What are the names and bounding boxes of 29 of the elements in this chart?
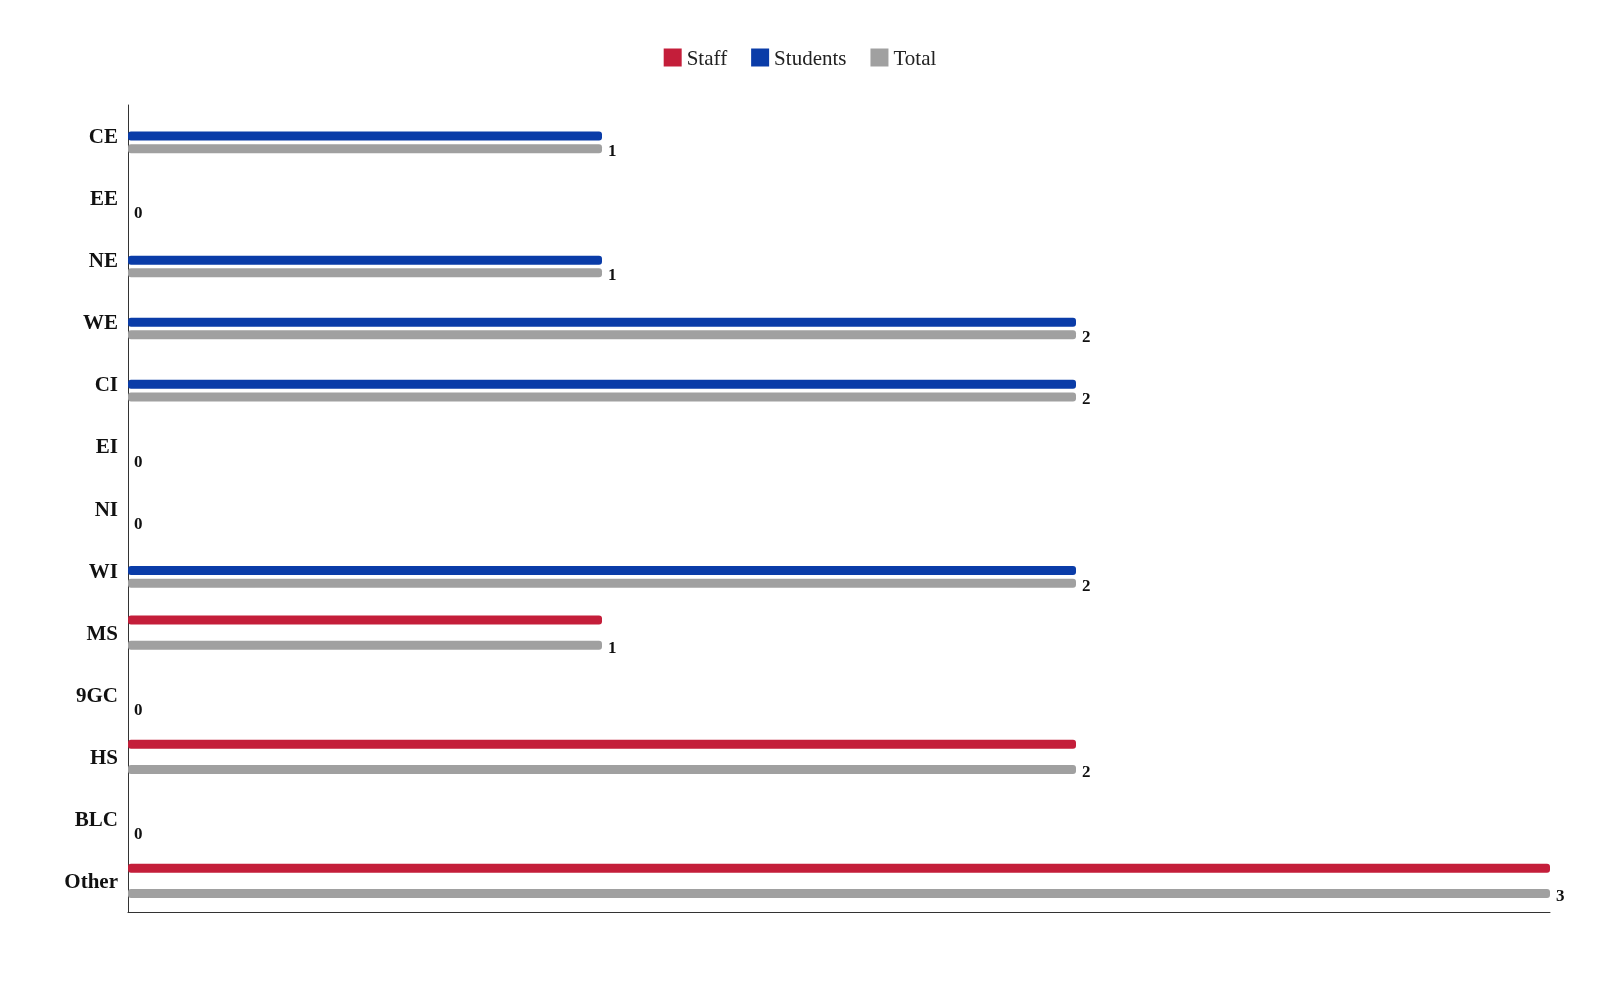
data-label: 1 [608, 141, 617, 161]
y-tick-label: MS [86, 620, 118, 645]
legend-label: Staff [686, 45, 728, 70]
y-tick-label: EE [89, 186, 118, 211]
data-label: 2 [1082, 327, 1091, 347]
data-label: 1 [608, 265, 617, 285]
data-label: 3 [1556, 886, 1565, 906]
y-tick-label: 9GC [76, 682, 118, 707]
data-label: 0 [134, 699, 143, 719]
legend-label: Total [893, 45, 937, 70]
data-label: 1 [608, 637, 617, 657]
y-tick-label: WI [88, 558, 118, 583]
legend-label: Students [774, 45, 847, 70]
data-label: 0 [134, 823, 143, 843]
data-label: 0 [134, 203, 143, 223]
data-label: 2 [1082, 761, 1091, 781]
data-label: 0 [134, 451, 143, 471]
y-tick-label: NE [88, 248, 118, 273]
y-tick-label: HS [89, 744, 118, 769]
y-tick-label: WE [82, 310, 118, 335]
data-label: 2 [1082, 575, 1091, 595]
y-tick-label: CI [94, 372, 118, 397]
y-tick-label: NI [94, 496, 118, 521]
y-tick-label: Other [64, 868, 118, 893]
y-tick-label: EI [95, 434, 118, 459]
data-label: 2 [1082, 389, 1091, 409]
data-label: 0 [134, 513, 143, 533]
y-tick-label: CE [88, 124, 118, 149]
y-tick-label: BLC [74, 806, 118, 831]
